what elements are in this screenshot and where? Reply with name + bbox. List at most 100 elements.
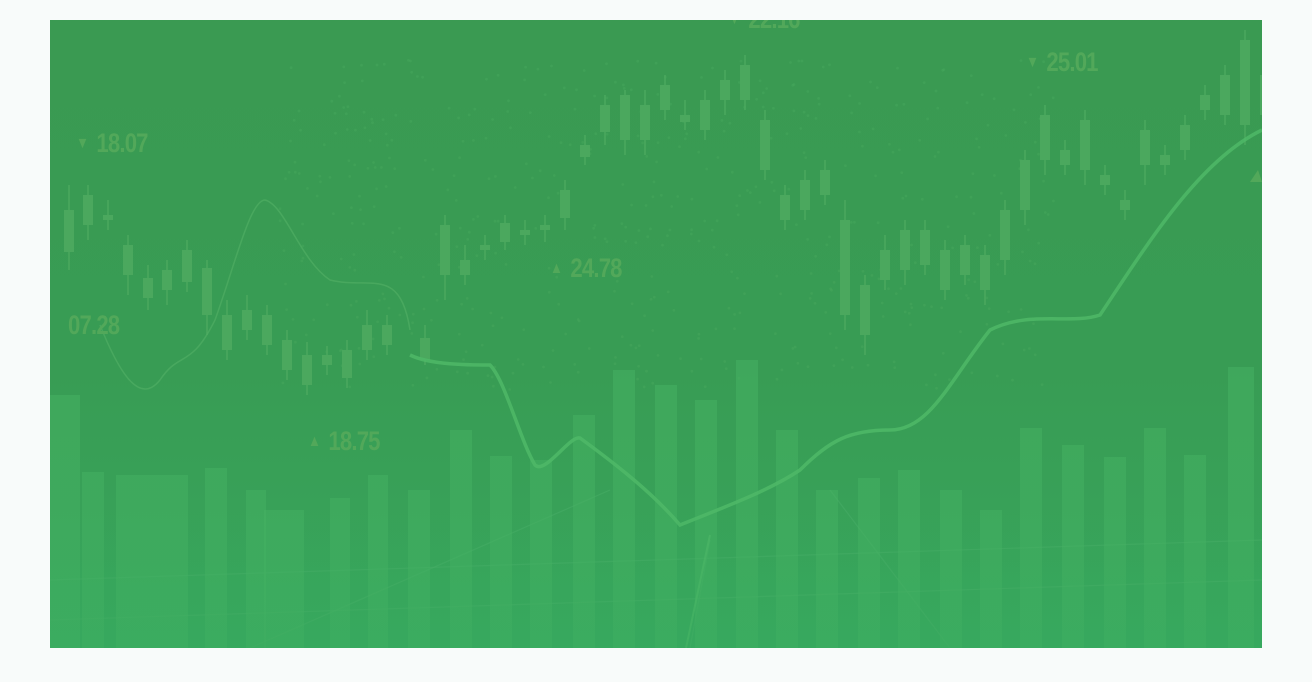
circuit-dot	[350, 206, 353, 210]
circuit-dot	[725, 253, 729, 257]
circuit-dot	[988, 233, 992, 237]
circuit-dot	[353, 163, 357, 167]
candle-body	[640, 105, 650, 140]
circuit-dot	[795, 223, 798, 227]
candle-body	[202, 268, 212, 315]
circuit-dot	[345, 128, 349, 131]
circuit-dot	[649, 227, 652, 231]
floor-line	[829, 489, 951, 648]
circuit-dot	[716, 156, 720, 159]
circuit-dot	[853, 220, 856, 224]
circuit-dot	[1043, 211, 1047, 214]
circuit-dot	[1027, 228, 1030, 232]
circuit-dot	[700, 76, 703, 79]
circuit-dot	[918, 138, 922, 142]
circuit-dot	[491, 118, 494, 121]
circuit-dot	[460, 302, 463, 306]
circuit-dot	[666, 290, 670, 294]
candle-body	[700, 100, 710, 130]
main-trend-line	[409, 128, 1262, 528]
circuit-dot	[711, 66, 714, 70]
candle-body	[282, 340, 292, 370]
circuit-dot	[319, 180, 322, 184]
circuit-dot	[659, 193, 663, 197]
circuit-dot	[398, 313, 402, 317]
circuit-dot	[485, 77, 488, 81]
candle-body	[1260, 75, 1262, 115]
circuit-dot	[774, 332, 777, 336]
price-label-07-28: 07.28	[68, 310, 120, 340]
circuit-dot	[357, 346, 361, 350]
circuit-dot	[902, 102, 906, 106]
candle-body	[182, 250, 192, 282]
circuit-dot	[381, 292, 385, 296]
circuit-dot	[575, 88, 578, 92]
circuit-dot	[772, 189, 776, 193]
circuit-dot	[487, 177, 491, 181]
circuit-dot	[421, 75, 424, 79]
circuit-dot	[685, 132, 689, 136]
circuit-dot	[637, 344, 641, 348]
circuit-dot	[568, 143, 572, 147]
circuit-dot	[534, 227, 538, 230]
circuit-dot	[909, 323, 912, 327]
circuit-dot	[282, 249, 286, 253]
candle-body	[760, 120, 770, 170]
circuit-dot	[354, 128, 357, 132]
circuit-dot	[523, 78, 526, 82]
volume-bar	[736, 360, 758, 648]
circuit-dot	[930, 305, 933, 308]
volume-bar	[264, 510, 304, 648]
circuit-dot	[910, 306, 914, 309]
circuit-dot	[656, 354, 660, 357]
circuit-dot	[347, 159, 351, 163]
circuit-dot	[342, 106, 346, 109]
circuit-dot	[452, 174, 456, 178]
circuit-dot	[377, 299, 381, 302]
circuit-dot	[1052, 199, 1055, 203]
candle-body	[1180, 125, 1190, 150]
circuit-dot	[536, 67, 540, 71]
circuit-dot	[934, 89, 938, 93]
circuit-dot	[437, 263, 441, 267]
circuit-dot	[966, 296, 970, 300]
candle-body	[162, 270, 172, 290]
circuit-dot	[850, 111, 853, 115]
circuit-dot	[394, 113, 398, 117]
circuit-dot	[622, 83, 625, 87]
circuit-dot	[511, 371, 515, 375]
volume-bar	[205, 468, 227, 648]
circuit-dot	[650, 275, 654, 278]
candle-body	[1040, 115, 1050, 160]
circuit-dot	[973, 280, 977, 284]
circuit-dot	[581, 141, 585, 144]
circuit-dot	[551, 349, 555, 352]
circuit-dot	[1051, 96, 1055, 100]
circuit-dot	[754, 185, 758, 189]
circuit-dot	[765, 87, 769, 90]
circuit-dot	[476, 215, 480, 218]
circuit-dot	[592, 226, 595, 230]
circuit-dot	[605, 132, 609, 136]
circuit-dot	[761, 91, 765, 95]
circuit-dot	[624, 239, 627, 243]
circuit-dot	[557, 302, 561, 306]
circuit-dot	[808, 297, 812, 300]
circuit-dot	[362, 110, 366, 114]
circuit-dot	[937, 150, 940, 154]
candle-body	[440, 225, 450, 275]
circuit-dot	[907, 311, 911, 315]
circuit-dot	[538, 169, 542, 173]
circuit-dot	[358, 194, 361, 198]
circuit-dot	[758, 79, 762, 83]
circuit-dot	[832, 364, 836, 367]
circuit-dot	[714, 327, 718, 331]
candle-body	[680, 115, 690, 122]
circuit-dot	[892, 360, 896, 364]
circuit-dot	[922, 81, 926, 84]
circuit-dot	[802, 110, 806, 114]
circuit-dot	[381, 118, 385, 122]
circuit-dot	[382, 62, 386, 66]
circuit-dot	[582, 69, 586, 72]
circuit-dot	[573, 107, 577, 111]
